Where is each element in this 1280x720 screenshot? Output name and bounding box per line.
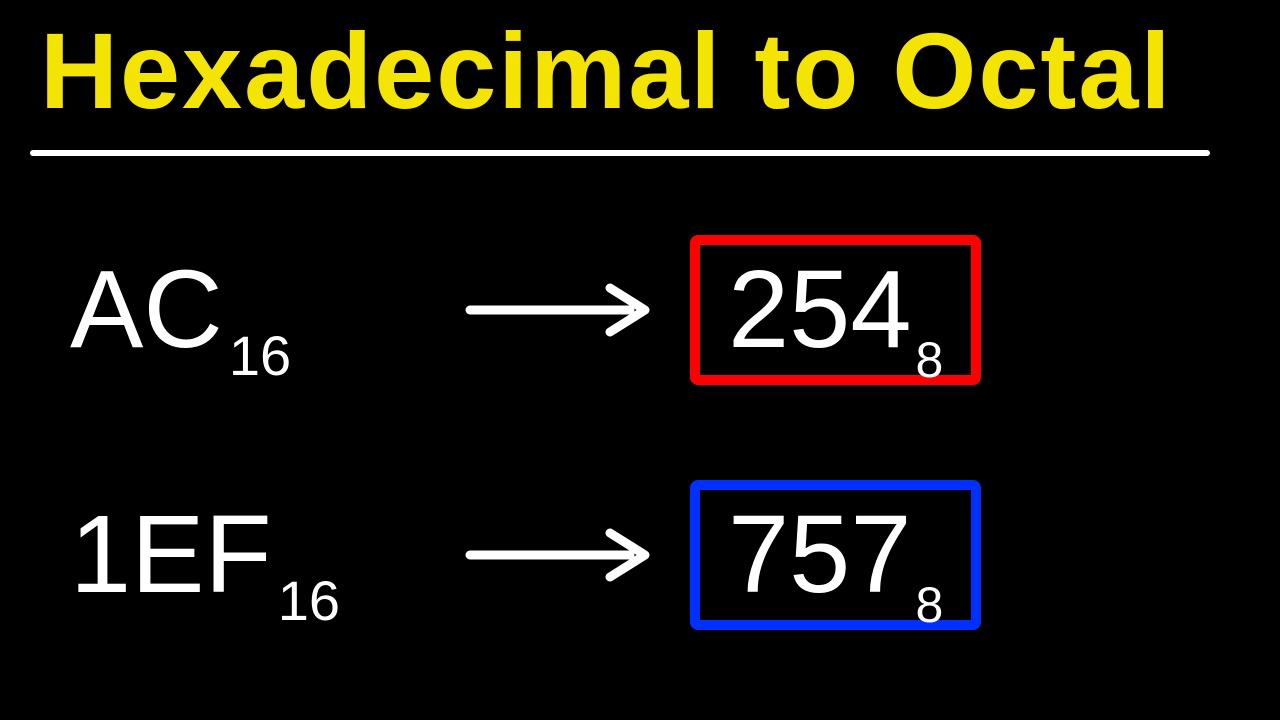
hex-value-block: AC 16 xyxy=(70,255,430,365)
hex-value: 1EF xyxy=(70,500,272,610)
octal-value: 757 xyxy=(728,500,912,610)
octal-base-subscript: 8 xyxy=(916,335,944,385)
conversion-row: AC 16 254 8 xyxy=(70,225,981,395)
hex-value: AC xyxy=(70,255,223,365)
octal-value: 254 xyxy=(728,255,912,365)
slide-title: Hexadecimal to Octal xyxy=(40,8,1172,133)
arrow-icon xyxy=(460,250,670,370)
hex-base-subscript: 16 xyxy=(229,328,291,384)
conversion-row: 1EF 16 757 8 xyxy=(70,470,981,640)
slide-stage: Hexadecimal to Octal AC 16 254 8 1EF 16 … xyxy=(0,0,1280,720)
hex-value-block: 1EF 16 xyxy=(70,500,430,610)
octal-base-subscript: 8 xyxy=(916,580,944,630)
title-underline xyxy=(30,150,1210,156)
hex-base-subscript: 16 xyxy=(278,573,340,629)
arrow-icon xyxy=(460,495,670,615)
octal-result-box: 254 8 xyxy=(690,235,981,385)
octal-result-box: 757 8 xyxy=(690,480,981,630)
